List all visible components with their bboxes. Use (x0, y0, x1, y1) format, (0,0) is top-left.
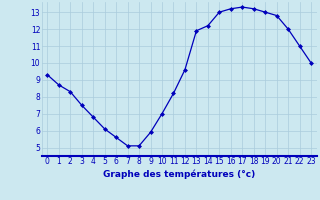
X-axis label: Graphe des températures (°c): Graphe des températures (°c) (103, 169, 255, 179)
